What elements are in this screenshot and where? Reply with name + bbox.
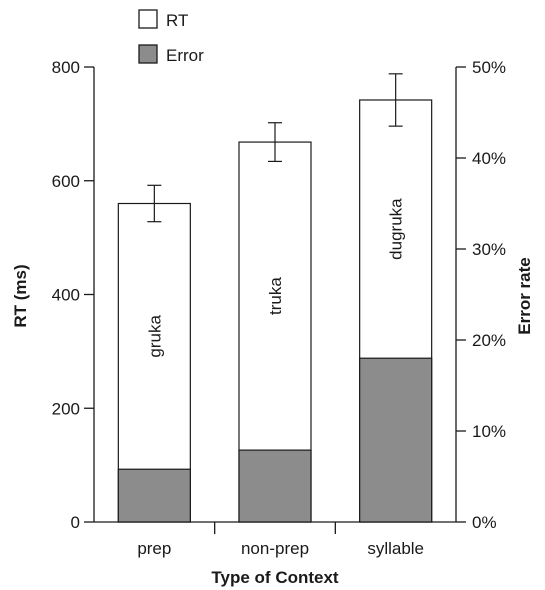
left-tick-label: 600	[52, 172, 80, 191]
x-axis-title: Type of Context	[211, 568, 339, 587]
right-axis-title: Error rate	[515, 257, 534, 334]
right-tick-label: 10%	[472, 422, 506, 441]
left-tick-label: 200	[52, 399, 80, 418]
x-category-label: non-prep	[241, 539, 309, 558]
x-category-label: prep	[137, 539, 171, 558]
right-axis-ticks: 0% 10% 20% 30% 40% 50%	[456, 58, 506, 532]
bars: gruka truka dugruka	[117, 73, 433, 523]
left-tick-label: 800	[52, 58, 80, 77]
x-category-label: syllable	[367, 539, 424, 558]
right-tick-label: 50%	[472, 58, 506, 77]
bar-word-label: truka	[266, 277, 285, 315]
left-tick-label: 400	[52, 286, 80, 305]
legend-swatch-error	[138, 44, 158, 64]
legend-label-rt: RT	[166, 11, 188, 30]
error-rate-bar	[238, 449, 312, 523]
right-tick-label: 20%	[472, 331, 506, 350]
legend-swatch-rt	[138, 9, 158, 29]
left-axis-ticks: 0 200 400 600 800	[52, 58, 94, 532]
bar-word-label: dugruka	[387, 198, 406, 260]
bar-word-label: gruka	[145, 315, 164, 358]
legend: RT Error	[138, 9, 204, 65]
legend-label-error: Error	[166, 46, 204, 65]
right-tick-label: 40%	[472, 149, 506, 168]
right-tick-label: 30%	[472, 240, 506, 259]
left-axis-title: RT (ms)	[11, 264, 30, 327]
error-rate-bar	[117, 468, 191, 523]
error-rate-bar	[359, 357, 433, 523]
left-tick-label: 0	[71, 513, 80, 532]
x-axis-ticks: prep non-prep syllable	[137, 522, 424, 558]
right-tick-label: 0%	[472, 513, 497, 532]
